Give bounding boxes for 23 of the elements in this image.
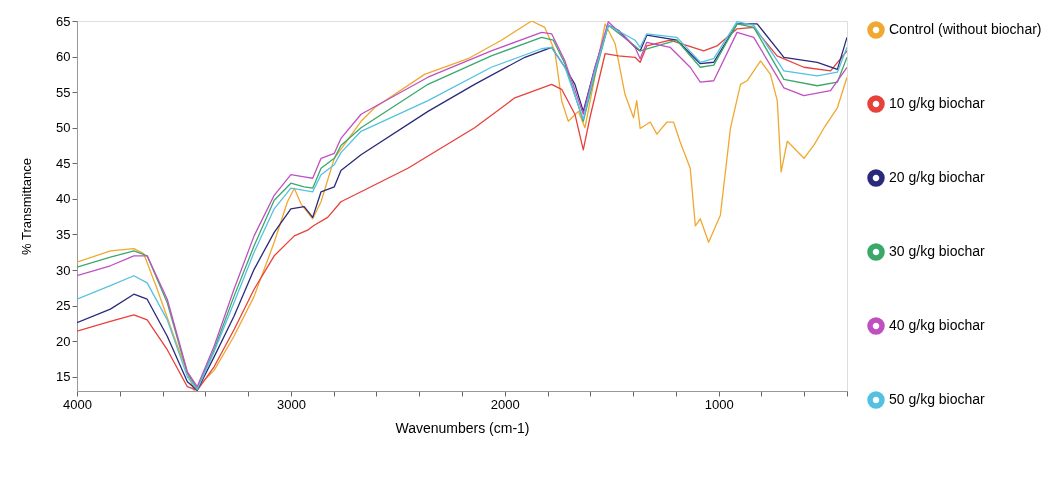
x-tick-label: 2000 xyxy=(490,396,520,412)
y-tick-label: 15 xyxy=(56,369,71,385)
y-tick-label: 55 xyxy=(56,84,71,100)
y-tick-label: 35 xyxy=(56,226,71,242)
legend-label: Control (without biochar) xyxy=(889,21,1042,37)
y-tick-label: 50 xyxy=(56,120,71,136)
x-tick-label: 3000 xyxy=(276,396,306,412)
y-tick-label: 20 xyxy=(56,333,71,349)
y-axis-title: % Transmittance xyxy=(19,158,35,255)
y-tick-label: 40 xyxy=(56,191,71,207)
y-tick-label: 65 xyxy=(56,13,71,29)
legend-label: 30 g/kg biochar xyxy=(889,243,986,259)
x-tick-label: 4000 xyxy=(63,396,92,412)
y-tick-label: 25 xyxy=(56,298,71,314)
legend-label: 40 g/kg biochar xyxy=(889,317,986,333)
x-tick-label: 1000 xyxy=(704,396,734,412)
x-axis-title: Wavenumbers (cm-1) xyxy=(395,419,530,436)
legend-label: 50 g/kg biochar xyxy=(889,391,986,407)
y-tick-label: 45 xyxy=(56,155,71,171)
legend-label: 10 g/kg biochar xyxy=(889,95,986,111)
y-tick-label: 60 xyxy=(56,49,71,65)
y-tick-label: 30 xyxy=(56,262,71,278)
legend-label: 20 g/kg biochar xyxy=(889,169,986,185)
